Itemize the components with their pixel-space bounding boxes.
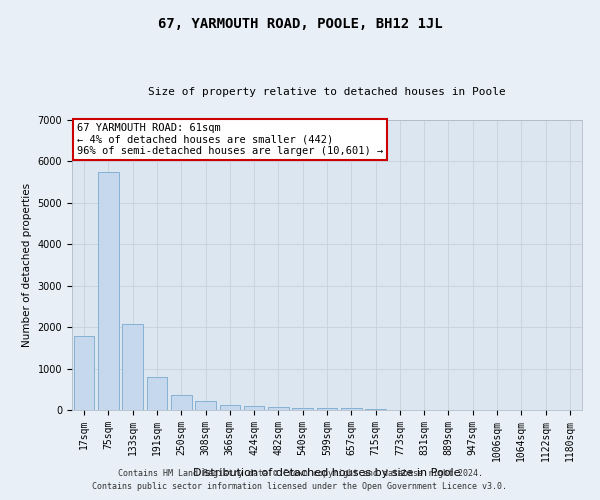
Bar xyxy=(317,408,337,410)
Bar xyxy=(244,406,265,410)
Bar xyxy=(122,324,143,410)
Text: 67 YARMOUTH ROAD: 61sqm
← 4% of detached houses are smaller (442)
96% of semi-de: 67 YARMOUTH ROAD: 61sqm ← 4% of detached… xyxy=(77,123,383,156)
Bar xyxy=(98,172,119,410)
Bar xyxy=(146,378,167,410)
Bar xyxy=(220,405,240,410)
Bar xyxy=(341,408,362,410)
X-axis label: Distribution of detached houses by size in Poole: Distribution of detached houses by size … xyxy=(193,468,461,478)
Bar xyxy=(365,409,386,410)
Title: Size of property relative to detached houses in Poole: Size of property relative to detached ho… xyxy=(148,87,506,97)
Text: 67, YARMOUTH ROAD, POOLE, BH12 1JL: 67, YARMOUTH ROAD, POOLE, BH12 1JL xyxy=(158,18,442,32)
Bar xyxy=(268,406,289,410)
Bar xyxy=(292,408,313,410)
Bar xyxy=(171,394,191,410)
Bar xyxy=(195,401,216,410)
Text: Contains HM Land Registry data © Crown copyright and database right 2024.: Contains HM Land Registry data © Crown c… xyxy=(118,468,482,477)
Text: Contains public sector information licensed under the Open Government Licence v3: Contains public sector information licen… xyxy=(92,482,508,491)
Bar xyxy=(74,336,94,410)
Y-axis label: Number of detached properties: Number of detached properties xyxy=(22,183,32,347)
